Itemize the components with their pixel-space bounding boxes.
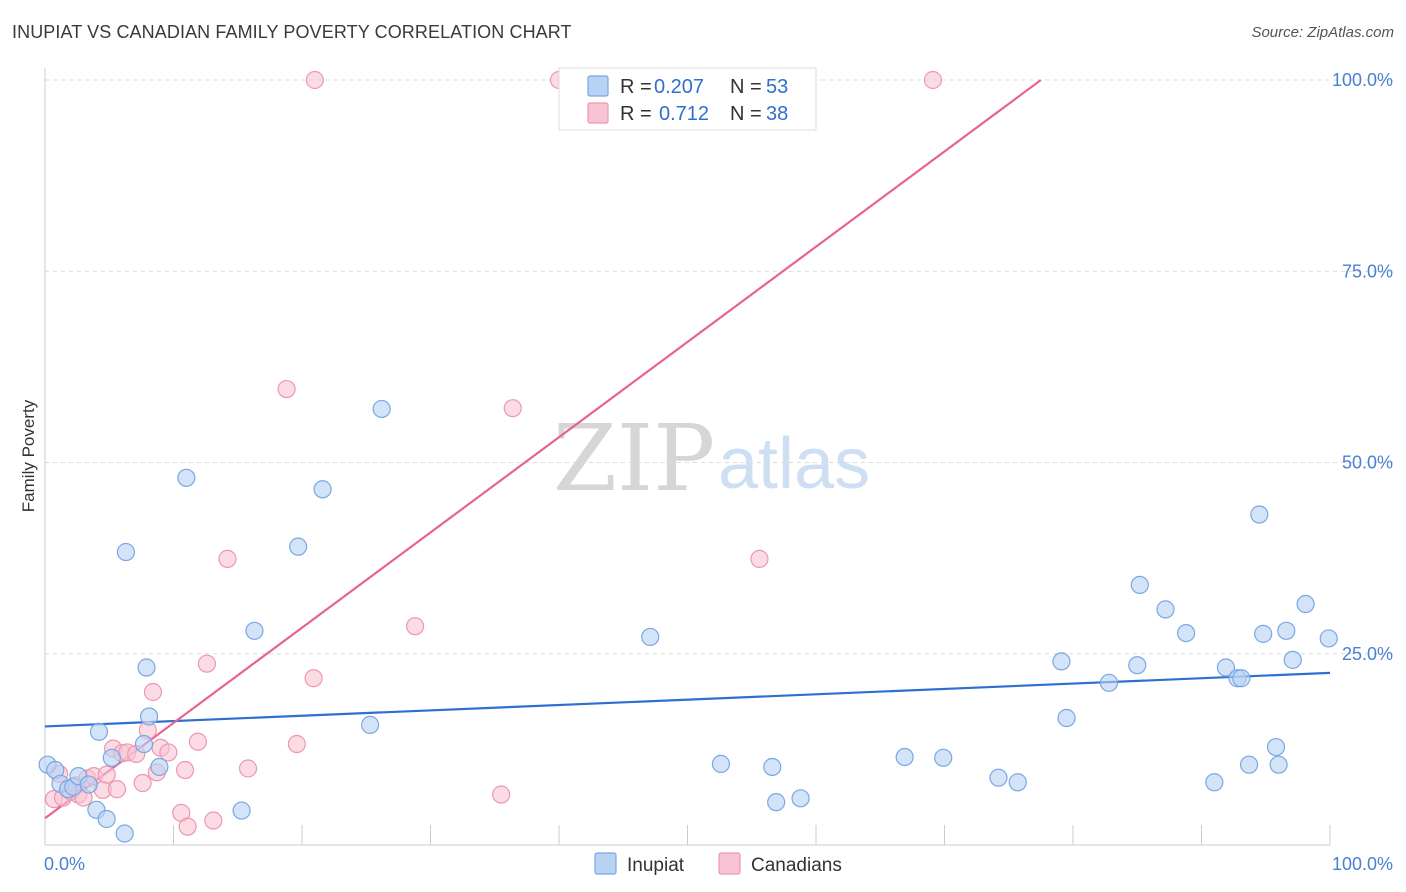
data-point-inupiat (1057, 708, 1076, 728)
data-point-inupiat (1176, 623, 1196, 643)
data-point-inupiat (1296, 594, 1315, 614)
data-point-inupiat (89, 722, 109, 741)
y-tick-label: 50.0% (1342, 453, 1393, 473)
data-point-inupiat (1099, 673, 1119, 692)
y-tick-label: 75.0% (1342, 261, 1393, 281)
series-legend-swatch-canadians (718, 852, 741, 875)
data-point-inupiat (934, 748, 953, 767)
data-point-canadians (492, 785, 511, 804)
data-point-inupiat (1250, 505, 1269, 524)
watermark-zip: ZIP (553, 405, 715, 512)
data-point-inupiat (1052, 652, 1071, 671)
data-point-inupiat (177, 468, 196, 487)
data-point-canadians (159, 743, 178, 762)
data-point-inupiat (1319, 629, 1338, 648)
data-point-inupiat (763, 757, 782, 777)
legend-swatch-canadians (587, 102, 609, 124)
trend-line-canadians (44, 79, 1042, 820)
data-point-inupiat (1156, 600, 1175, 619)
legend-n-label-canadians: N = (730, 103, 762, 125)
y-tick-label: 25.0% (1342, 644, 1393, 664)
data-point-inupiat (139, 707, 159, 726)
data-point-canadians (304, 669, 323, 688)
data-point-inupiat (150, 757, 169, 777)
data-point-inupiat (1239, 755, 1259, 774)
data-point-inupiat (116, 542, 136, 562)
data-point-inupiat (1128, 656, 1147, 675)
gridlines (45, 79, 1395, 655)
data-point-canadians (204, 811, 223, 830)
data-point-inupiat (79, 775, 98, 794)
legend-r-value-canadians: 0.712 (659, 103, 709, 125)
series-legend-swatch-inupiat (594, 852, 617, 875)
axes: 25.0% 50.0% 75.0% 100.0% 0.0% 100.0% (44, 68, 1393, 874)
data-point-canadians (107, 780, 127, 799)
legend-swatch-inupiat (587, 75, 609, 97)
data-point-canadians (750, 549, 769, 568)
data-point-inupiat (1232, 669, 1251, 688)
data-point-inupiat (791, 789, 810, 808)
data-point-canadians (238, 759, 258, 778)
data-point-inupiat (1216, 658, 1236, 677)
data-point-canadians (287, 734, 306, 754)
x-tick-label: 0.0% (44, 854, 85, 874)
data-points (38, 70, 1338, 843)
data-point-canadians (923, 70, 943, 90)
series-legend: Inupiat Canadians (594, 852, 842, 876)
data-point-inupiat (1269, 755, 1288, 774)
y-tick-label: 100.0% (1332, 70, 1393, 90)
x-tick-label: 100.0% (1332, 854, 1393, 874)
correlation-legend: R = 0.207 N = 53 R = 0.712 N = 38 (558, 67, 817, 131)
data-point-canadians (277, 379, 296, 399)
data-point-canadians (405, 617, 425, 636)
data-point-inupiat (372, 399, 391, 419)
source-credit: Source: ZipAtlas.com (1251, 24, 1394, 41)
data-point-inupiat (895, 747, 914, 767)
series-legend-label-inupiat: Inupiat (627, 855, 685, 876)
data-point-inupiat (1266, 737, 1286, 757)
data-point-canadians (178, 817, 197, 836)
chart-title: INUPIAT VS CANADIAN FAMILY POVERTY CORRE… (12, 22, 572, 42)
data-point-canadians (503, 399, 522, 418)
data-point-inupiat (1205, 773, 1224, 792)
data-point-inupiat (115, 824, 134, 843)
data-point-inupiat (1008, 773, 1027, 792)
data-point-inupiat (289, 537, 308, 556)
data-point-canadians (175, 760, 195, 780)
legend-n-value-canadians: 38 (766, 103, 788, 125)
data-point-inupiat (134, 734, 154, 754)
data-point-inupiat (97, 809, 116, 829)
data-point-canadians (97, 765, 116, 784)
data-point-canadians (143, 682, 163, 702)
data-point-canadians (218, 549, 237, 568)
data-point-inupiat (1277, 621, 1296, 640)
legend-n-label-inupiat: N = (730, 76, 762, 98)
series-legend-label-canadians: Canadians (751, 855, 842, 876)
data-point-inupiat (989, 768, 1008, 787)
data-point-inupiat (1130, 575, 1149, 595)
trend-line-inupiat (44, 671, 1331, 728)
data-point-canadians (305, 70, 324, 90)
legend-n-value-inupiat: 53 (766, 76, 788, 98)
data-point-inupiat (641, 627, 660, 647)
watermark-atlas: atlas (718, 424, 870, 504)
data-point-canadians (197, 654, 217, 673)
data-point-canadians (133, 773, 152, 793)
data-point-inupiat (1283, 650, 1302, 669)
data-point-canadians (188, 732, 208, 751)
data-point-inupiat (767, 793, 786, 812)
legend-r-value-inupiat: 0.207 (654, 76, 704, 98)
data-point-inupiat (245, 621, 264, 640)
data-point-inupiat (102, 748, 121, 767)
data-point-inupiat (313, 480, 332, 499)
legend-r-label-inupiat: R = (620, 76, 652, 98)
data-point-inupiat (137, 658, 156, 677)
y-axis-label: Family Poverty (19, 399, 38, 512)
data-point-inupiat (232, 801, 251, 820)
data-point-inupiat (361, 715, 380, 734)
data-point-inupiat (1254, 624, 1273, 643)
legend-r-label-canadians: R = (620, 103, 652, 125)
data-point-inupiat (711, 754, 731, 774)
